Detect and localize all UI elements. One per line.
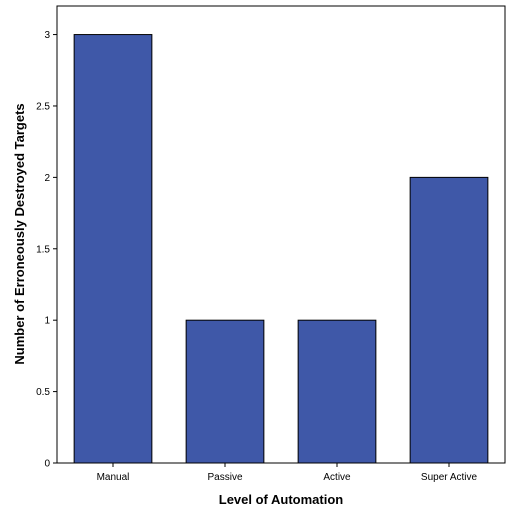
x-tick-label: Super Active [421,472,478,483]
y-tick-label: 2 [44,173,50,184]
x-tick-label: Active [323,472,351,483]
bar-active [297,319,377,464]
y-tick-label: 0.5 [36,387,50,398]
y-tick-label: 1 [44,316,50,327]
x-tick-label: Passive [207,472,242,483]
bar-super-active [409,176,489,464]
x-axis-title: Level of Automation [219,492,344,507]
x-axis: Manual Passive Active Super Active [97,463,478,483]
y-axis-title: Number of Erroneously Destroyed Targets [12,103,27,364]
bar-manual [73,34,153,464]
bars-group [73,34,489,464]
y-tick-label: 0 [44,459,50,470]
bar-passive [185,319,265,464]
y-axis: 0 0.5 1 1.5 2 2.5 3 [36,30,57,470]
y-tick-label: 3 [44,30,50,41]
x-tick-label: Manual [97,472,130,483]
y-tick-label: 2.5 [36,101,50,112]
y-tick-label: 1.5 [36,244,50,255]
